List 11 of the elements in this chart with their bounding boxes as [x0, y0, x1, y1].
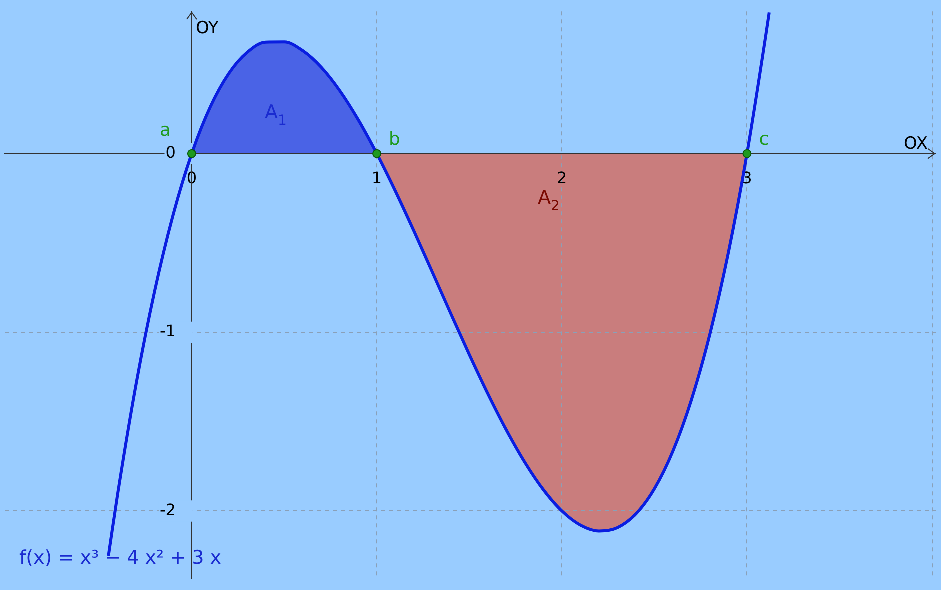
series-label: b [389, 128, 400, 150]
series-label: a [160, 120, 171, 141]
y-tick-label: 0 [166, 142, 192, 162]
y-tick-label: -1 [160, 322, 192, 341]
x-axis-title: OX [904, 134, 928, 154]
y-axis-title: OY [196, 18, 220, 39]
annotation: f(x) = x³ − 4 x² + 3 x [19, 546, 222, 569]
x-tick-label: 2 [557, 168, 568, 188]
x-tick-label: 1 [372, 168, 382, 188]
series-label: c [759, 128, 770, 150]
y-tick-label: -2 [160, 500, 192, 520]
